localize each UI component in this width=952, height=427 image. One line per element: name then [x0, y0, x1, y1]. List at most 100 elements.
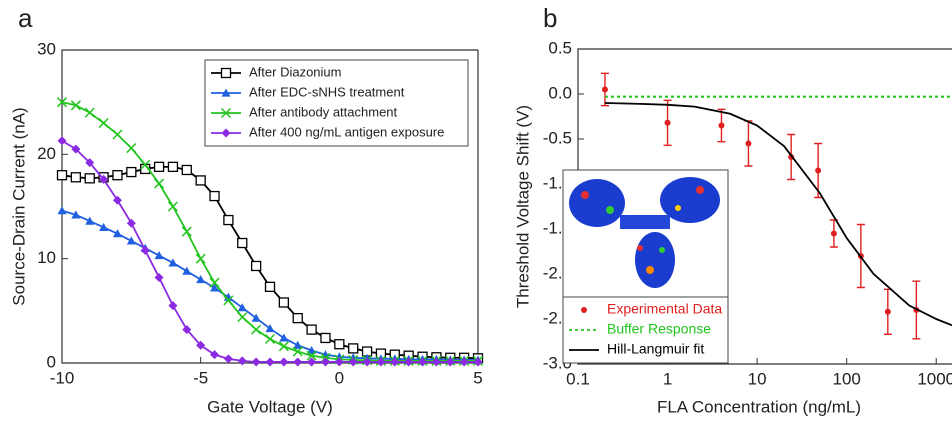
marker — [56, 97, 68, 108]
marker — [182, 325, 192, 335]
legend-label: Experimental Data — [607, 301, 722, 317]
legend: After Diazonium After EDC-sNHS treatment A… — [204, 59, 469, 147]
series-line — [604, 102, 952, 327]
marker — [376, 357, 386, 367]
marker — [168, 301, 178, 311]
marker — [85, 158, 95, 168]
panel-label: a — [18, 3, 33, 33]
marker — [112, 229, 122, 238]
panel: a Gate Voltage (V) Source-Drain Current (n… — [9, 3, 482, 417]
marker — [210, 283, 220, 292]
marker — [70, 172, 82, 183]
marker — [348, 357, 358, 367]
marker — [220, 67, 232, 79]
marker — [815, 167, 822, 174]
marker — [195, 175, 206, 186]
inset-blob — [635, 232, 675, 288]
marker — [209, 190, 220, 202]
marker — [71, 210, 81, 219]
marker — [279, 333, 289, 342]
marker — [99, 174, 109, 184]
marker — [237, 356, 247, 366]
y-tick-label: 0.5 — [548, 38, 572, 57]
marker — [390, 357, 400, 367]
marker — [210, 350, 220, 360]
marker — [307, 357, 317, 367]
marker — [718, 122, 725, 129]
legend-frame — [562, 296, 729, 364]
marker — [112, 195, 122, 205]
marker — [181, 164, 192, 176]
marker — [112, 170, 123, 181]
legend-label: After 400 ng/mL antigen exposure — [249, 124, 444, 139]
marker — [221, 88, 231, 97]
marker — [278, 341, 289, 352]
y-axis-label: Threshold Voltage Shift (V) — [513, 105, 532, 308]
x-tick-label: -10 — [50, 368, 75, 387]
marker — [70, 100, 81, 111]
marker — [237, 312, 248, 323]
antibody-inset — [562, 169, 729, 298]
marker — [264, 333, 276, 345]
marker — [292, 312, 303, 324]
x-axis-label: Gate Voltage (V) — [207, 397, 333, 416]
marker — [126, 236, 136, 245]
marker — [154, 178, 165, 189]
marker — [320, 357, 330, 367]
marker — [126, 143, 137, 154]
marker — [251, 357, 261, 367]
marker — [581, 307, 587, 313]
marker — [209, 277, 220, 288]
legend-label: Buffer Response — [607, 321, 711, 337]
marker — [884, 308, 891, 315]
marker — [223, 214, 234, 226]
marker — [71, 144, 81, 154]
marker — [223, 354, 233, 364]
x-tick-label: 0 — [335, 368, 344, 387]
marker — [306, 350, 317, 361]
inset-blob — [620, 215, 670, 229]
inset-dot — [646, 266, 654, 274]
marker — [56, 170, 68, 181]
legend-label: After antibody attachment — [249, 104, 398, 119]
y-tick-label: 0 — [47, 352, 56, 371]
marker — [320, 332, 331, 344]
series-layer — [600, 72, 952, 340]
legend-label: After EDC-sNHS treatment — [249, 84, 405, 99]
marker — [154, 272, 164, 282]
marker — [196, 275, 206, 284]
marker — [293, 340, 303, 349]
panel-label: b — [543, 3, 557, 33]
marker — [264, 281, 276, 292]
marker — [167, 201, 178, 212]
inset-dot — [637, 245, 643, 251]
marker — [250, 260, 262, 272]
y-tick-label: -0.5 — [543, 128, 572, 147]
inset-dot — [659, 247, 665, 253]
x-tick-label: 0.1 — [566, 369, 590, 388]
marker — [57, 206, 67, 215]
marker — [195, 253, 206, 264]
marker — [265, 324, 275, 333]
marker — [830, 230, 837, 237]
x-tick-label: 100 — [832, 369, 860, 388]
x-tick-label: 1 — [663, 369, 672, 388]
inset-blob — [660, 177, 720, 223]
legend-label: After Diazonium — [249, 64, 341, 79]
marker — [601, 86, 608, 93]
marker — [167, 161, 179, 173]
y-tick-label: 20 — [37, 144, 56, 163]
marker — [473, 357, 483, 367]
marker — [348, 343, 359, 354]
inset-dot — [581, 191, 589, 199]
marker — [223, 295, 234, 306]
marker — [126, 218, 136, 228]
x-axis-label: FLA Concentration (ng/mL) — [657, 397, 861, 416]
marker — [404, 357, 414, 367]
marker — [221, 128, 231, 138]
marker — [265, 357, 275, 367]
marker — [181, 226, 192, 237]
marker — [237, 303, 247, 312]
marker — [334, 357, 344, 367]
inset-dot — [696, 186, 704, 194]
